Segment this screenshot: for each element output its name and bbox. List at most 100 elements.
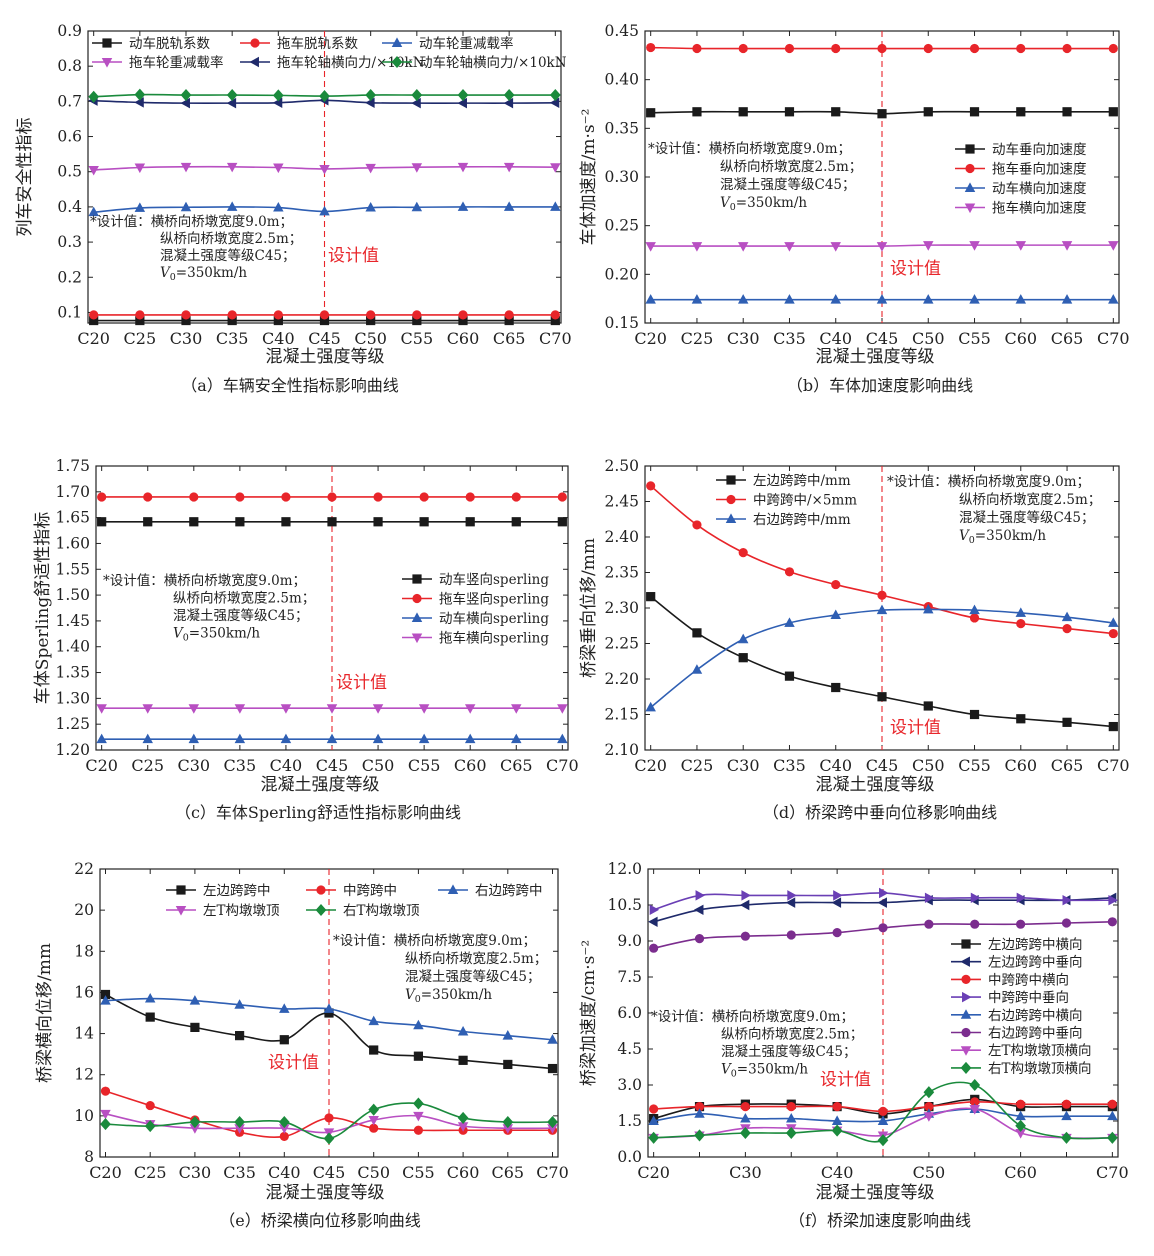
y-tick-label: 9.0 [617,932,642,950]
data-point [831,107,841,117]
legend-marker [960,1061,972,1074]
data-point [876,294,888,304]
y-tick-label: 1.75 [55,457,90,475]
x-tick-label: C45 [313,1163,346,1182]
x-tick-label: C20 [634,756,667,775]
data-point [88,166,99,176]
data-point [464,704,476,714]
data-point [740,1113,751,1123]
data-point [741,890,751,901]
x-tick-label: C70 [539,329,572,348]
data-point [181,310,191,320]
data-point [368,1116,379,1126]
data-point [413,1097,424,1110]
x-tick-label: C30 [170,329,203,348]
data-point [1016,43,1026,54]
data-point [457,162,469,173]
y-tick-label: 8 [84,1148,94,1166]
design-annotation-line: *设计值：横桥向桥墩宽度9.0m； [90,213,293,230]
data-point [1108,107,1118,117]
data-point [134,88,146,101]
y-tick-label: 0.40 [604,71,639,89]
y-tick-label: 10 [74,1107,94,1125]
x-tick-label: C25 [134,1163,167,1182]
legend-marker [316,885,326,895]
data-point [694,933,705,944]
data-point [189,492,199,502]
data-point [1016,714,1026,724]
data-point [648,916,658,928]
data-point [1062,717,1072,727]
y-tick-label: 2.50 [604,457,639,475]
x-tick-label: C50 [912,329,945,348]
data-point [549,97,560,109]
data-point [365,163,376,174]
legend-marker [961,939,971,949]
x-tick-label: C55 [401,329,434,348]
data-point [738,43,748,54]
data-point [458,1055,468,1065]
design-annotation-line: V0=350km/h [160,265,247,283]
legend-marker [726,494,736,505]
legend-marker [176,885,186,895]
legend-marker [102,38,112,48]
data-point [784,567,795,577]
y-tick-label: 22 [74,860,94,878]
data-point [1062,43,1072,54]
y-axis-title: 桥梁加速度/cm·s⁻² [579,940,599,1086]
x-axis-title: 混凝土强度等级 [266,347,385,367]
y-axis-title: 桥梁横向位移/mm [35,943,55,1083]
data-point [1015,294,1027,304]
design-value-label: 设计值 [268,1053,319,1073]
data-point [692,43,702,54]
data-point [784,107,795,117]
x-tick-label: C45 [866,329,899,348]
data-point [142,704,153,714]
legend-label: 动车竖向sperling [439,571,549,588]
data-point [1015,1119,1026,1132]
legend-marker [960,1046,972,1056]
design-annotation-line: *设计值：横桥向桥墩宽度9.0m； [651,1008,854,1025]
data-point [737,242,749,252]
legend-label: 右边跨跨中垂向 [988,1026,1083,1042]
design-value-label: 设计值 [890,259,941,279]
data-point [1108,294,1119,304]
data-point [465,492,475,502]
data-point [413,1051,424,1061]
data-point [134,97,144,108]
data-point [189,517,199,527]
legend-marker [961,1027,971,1038]
data-point [648,1131,659,1144]
y-tick-label: 0.15 [604,314,639,332]
x-tick-label: C45 [308,329,341,348]
legend-marker [412,593,422,604]
y-tick-label: 10.5 [607,896,642,914]
data-point [1108,894,1118,906]
y-tick-label: 1.70 [55,483,90,501]
data-point [648,1115,659,1125]
data-point [557,733,568,744]
data-point [550,201,561,211]
x-tick-label: C60 [454,756,487,775]
legend-label: 右边跨跨中/mm [753,512,851,528]
legend-label: 中跨跨中垂向 [988,990,1069,1006]
x-axis-title: 混凝土强度等级 [816,775,935,795]
legend-label: 拖车轮重减载率 [129,54,224,71]
data-point [190,1022,200,1032]
data-point [273,202,284,212]
legend-marker [250,38,260,48]
data-point [1061,1110,1072,1121]
design-annotation-line: 纵桥向桥墩宽度2.5m； [720,158,862,175]
data-point [89,310,99,320]
data-point [234,733,246,744]
data-point [970,892,981,904]
design-annotation-line: 混凝土强度等级C45； [405,968,541,985]
data-point [1016,919,1026,929]
y-tick-label: 2.25 [604,635,639,653]
data-point [923,294,934,304]
data-point [923,43,933,54]
x-axis-title: 混凝土强度等级 [261,775,380,795]
data-point [88,206,99,217]
x-tick-label: C40 [821,1163,854,1182]
data-point [1016,1099,1026,1109]
